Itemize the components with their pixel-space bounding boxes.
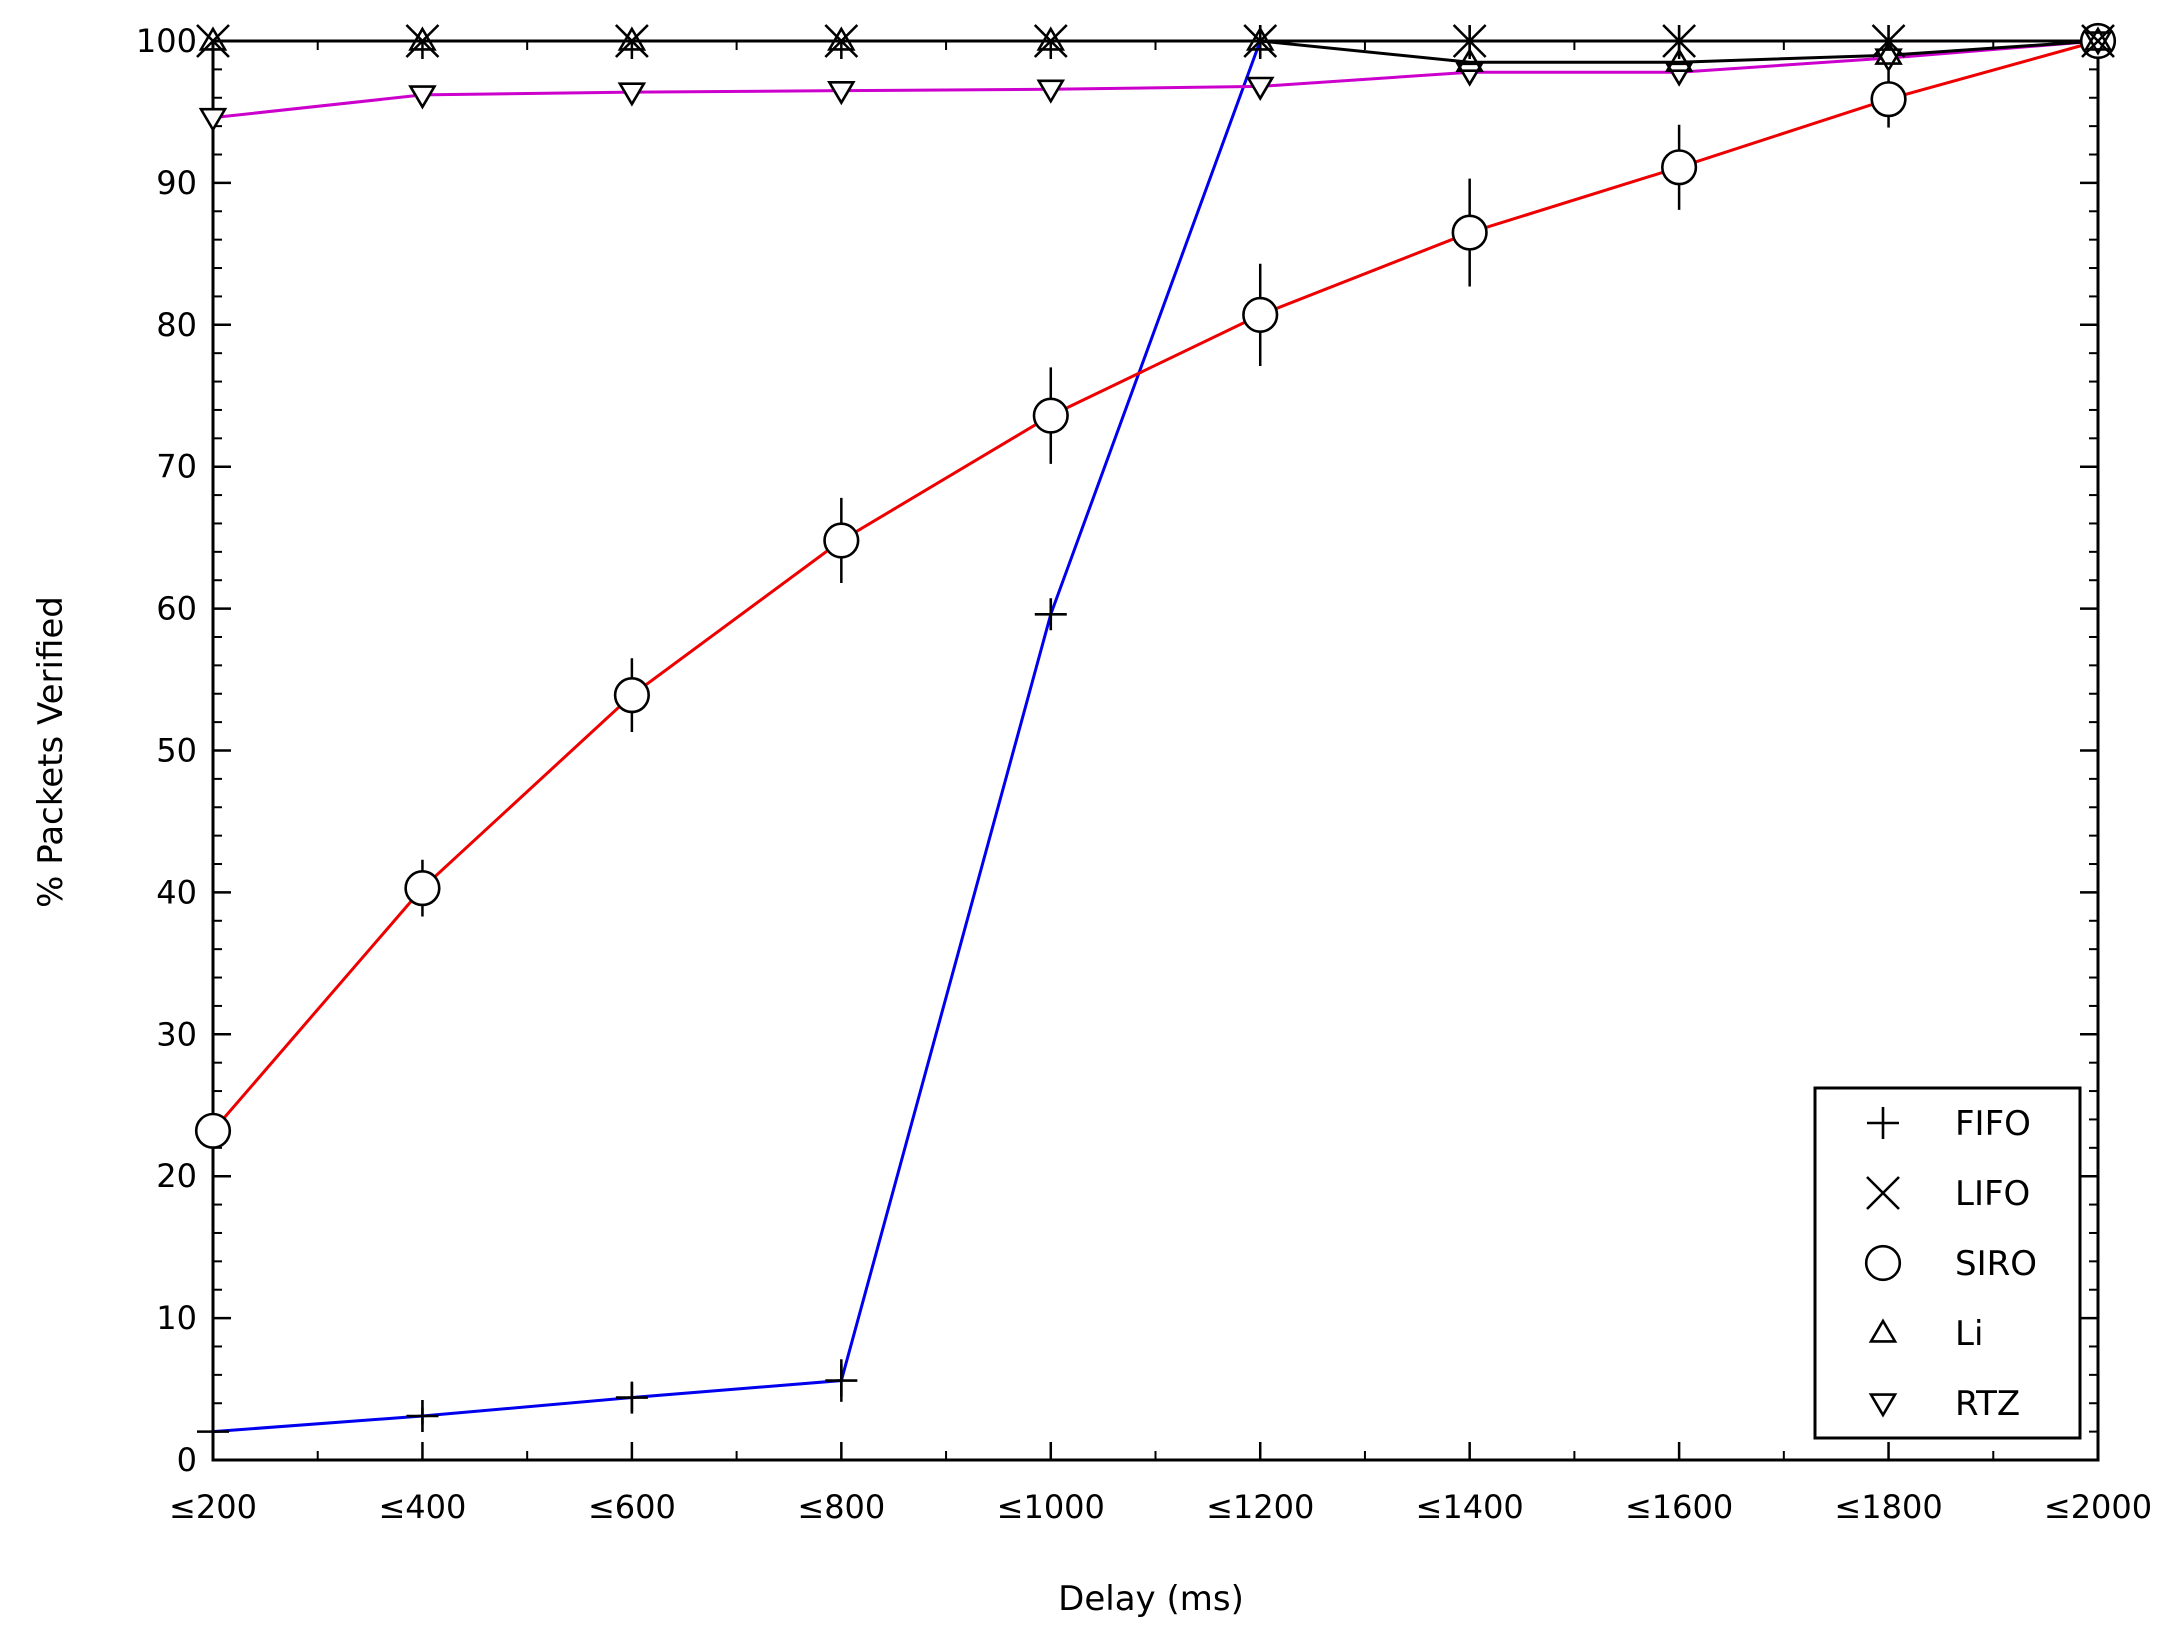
y-tick-label: 0 xyxy=(177,1441,197,1479)
marker-lifo xyxy=(1662,24,1697,58)
marker-lifo xyxy=(405,24,440,58)
axes: 0 10 20 30 40 50 60 70 80 90 100 ≤200 ≤400 ≤600 ≤800 ≤1… xyxy=(136,22,2152,1526)
marker-rtz xyxy=(198,107,228,133)
y-tick-label: 60 xyxy=(156,590,197,628)
series-markers xyxy=(194,22,2117,1448)
y-tick-label: 40 xyxy=(156,873,197,911)
marker-siro xyxy=(823,522,860,559)
series-line-li xyxy=(213,39,2099,64)
marker-lifo xyxy=(196,24,230,58)
marker-lifo xyxy=(1452,24,1487,58)
marker-li xyxy=(617,26,647,51)
marker-li xyxy=(1245,26,1275,51)
legend-label-rtz: RTZ xyxy=(1955,1384,2020,1424)
marker-li xyxy=(1455,47,1484,72)
legend-label-siro: SIRO xyxy=(1955,1244,2037,1284)
marker-fifo xyxy=(406,1400,439,1433)
y-tick-label: 90 xyxy=(156,164,197,202)
legend-marker-lifo xyxy=(1866,1176,1900,1210)
legend-label-lifo: LIFO xyxy=(1955,1174,2030,1214)
marker-siro xyxy=(404,870,441,907)
marker-fifo xyxy=(1034,598,1067,631)
x-tick-label: ≤800 xyxy=(797,1488,885,1526)
marker-li xyxy=(827,26,856,51)
marker-siro xyxy=(1032,397,1069,434)
legend-marker-rtz xyxy=(1868,1393,1898,1418)
marker-siro xyxy=(1870,81,1907,118)
y-axis-title: % Packets Verified xyxy=(31,596,71,908)
marker-fifo xyxy=(197,1415,229,1448)
marker-rtz xyxy=(1036,79,1066,104)
y-tick-label: 80 xyxy=(156,306,197,344)
marker-siro xyxy=(1661,149,1698,186)
marker-li xyxy=(1664,47,1694,72)
marker-fifo xyxy=(825,1364,858,1397)
marker-rtz xyxy=(617,82,647,107)
marker-rtz xyxy=(408,85,437,110)
marker-rtz xyxy=(827,80,856,106)
marker-rtz xyxy=(1245,76,1275,101)
marker-rtz xyxy=(1664,62,1694,87)
marker-rtz xyxy=(1455,62,1484,87)
marker-lifo xyxy=(1243,24,1278,58)
marker-siro xyxy=(613,677,650,714)
legend: FIFO LIFO SIRO Li RTZ xyxy=(1813,1086,2082,1440)
marker-li xyxy=(198,26,228,51)
legend-label-fifo: FIFO xyxy=(1955,1104,2031,1144)
x-axis-title: Delay (ms) xyxy=(1058,1579,1244,1619)
series-line-siro xyxy=(211,39,2099,1132)
x-tick-label: ≤400 xyxy=(378,1488,466,1526)
marker-siro xyxy=(1451,214,1488,251)
series-lines xyxy=(211,39,2099,1434)
y-tick-label: 10 xyxy=(156,1299,197,1337)
marker-lifo xyxy=(1033,24,1068,58)
y-tick-label: 70 xyxy=(156,448,197,486)
marker-lifo xyxy=(2081,24,2115,58)
legend-marker-siro xyxy=(1864,1244,1902,1282)
marker-fifo xyxy=(615,1381,648,1414)
marker-li xyxy=(1874,40,1903,65)
legend-label-li: Li xyxy=(1955,1314,1983,1354)
marker-li xyxy=(408,26,437,51)
marker-lifo xyxy=(824,24,859,58)
marker-siro xyxy=(194,1112,232,1149)
marker-lifo xyxy=(614,24,649,58)
legend-marker-li xyxy=(1868,1318,1898,1343)
legend-marker-fifo xyxy=(1867,1107,1899,1139)
x-tick-label: ≤600 xyxy=(588,1488,676,1526)
x-tick-label: ≤1200 xyxy=(1206,1488,1314,1526)
marker-li xyxy=(1036,26,1066,51)
x-tick-label: ≤1600 xyxy=(1625,1488,1733,1526)
marker-li xyxy=(2083,26,2113,51)
y-tick-label: 100 xyxy=(136,22,197,60)
legend-box xyxy=(1813,1086,2082,1440)
x-tick-label: ≤1000 xyxy=(997,1488,1105,1526)
x-tick-label: ≤200 xyxy=(169,1488,257,1526)
x-tick-label: ≤1400 xyxy=(1416,1488,1524,1526)
series-line-rtz xyxy=(212,39,2099,120)
x-tick-label: ≤2000 xyxy=(2044,1488,2152,1526)
y-tick-label: 50 xyxy=(156,732,197,770)
y-tick-label: 30 xyxy=(156,1015,197,1053)
marker-siro xyxy=(1242,296,1279,333)
y-tick-label: 20 xyxy=(156,1157,197,1195)
x-tick-label: ≤1800 xyxy=(1834,1488,1942,1526)
